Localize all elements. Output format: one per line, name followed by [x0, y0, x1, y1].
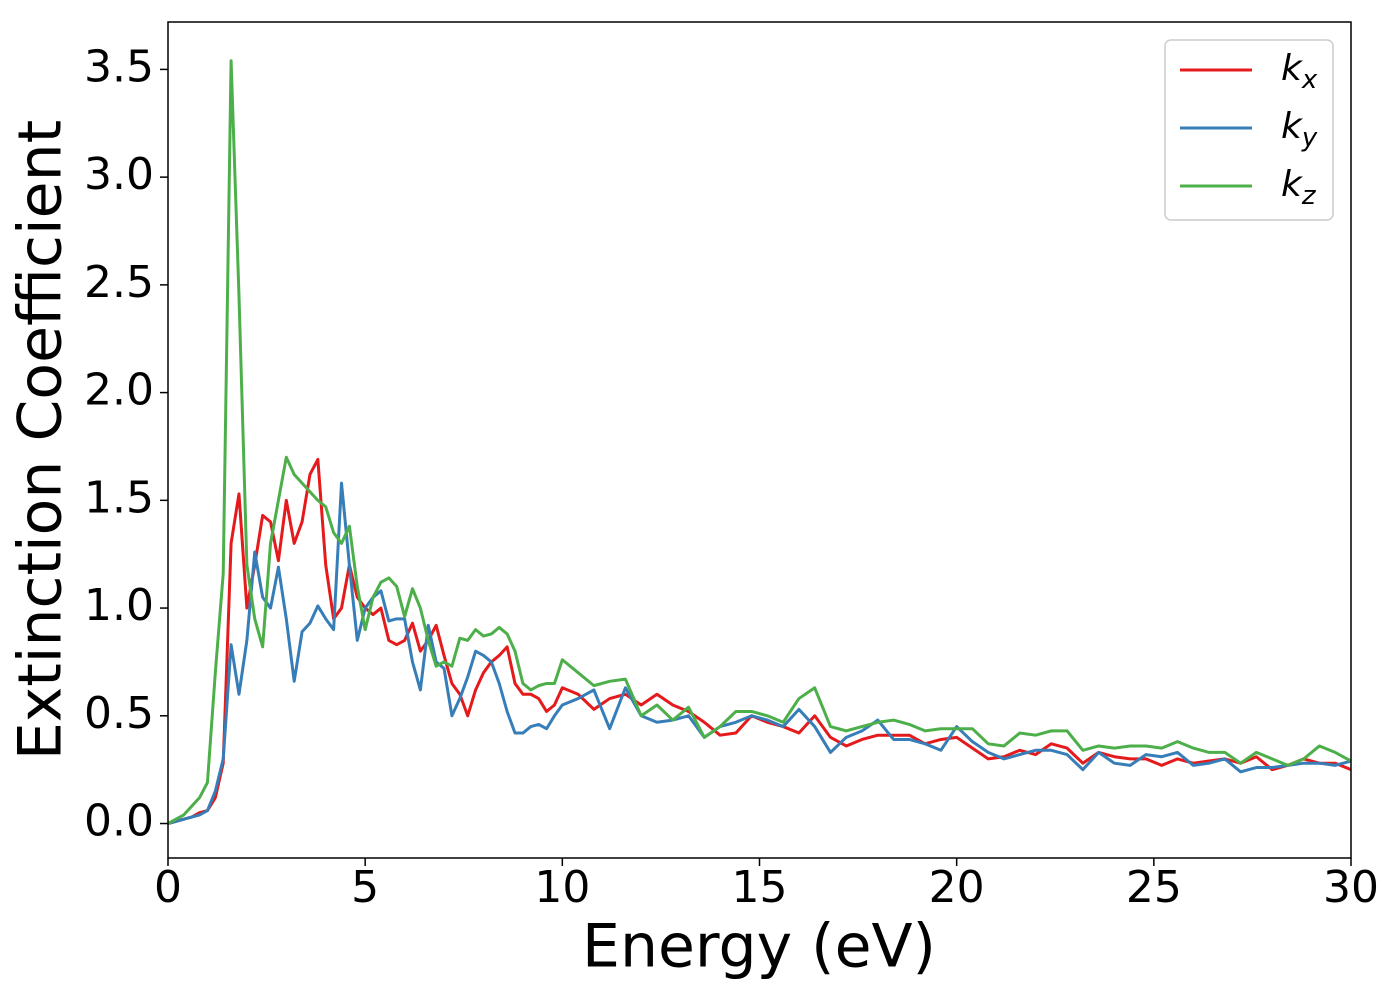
x-tick-label: 25 [1126, 862, 1182, 913]
x-tick-label: 5 [351, 862, 379, 913]
y-tick-label: 0.0 [84, 796, 154, 847]
x-tick-label: 20 [929, 862, 985, 913]
y-tick-label: 3.5 [84, 41, 154, 92]
x-tick-label: 0 [154, 862, 182, 913]
legend-label: ky [1281, 106, 1318, 153]
legend-box [1164, 39, 1334, 221]
y-tick-label: 2.0 [84, 365, 154, 416]
plot-frame [167, 21, 1352, 859]
x-tick-label: 30 [1323, 862, 1379, 913]
y-tick-label: 1.5 [84, 472, 154, 523]
x-tick-label: 15 [732, 862, 788, 913]
data-line [167, 481, 1352, 825]
data-line [167, 457, 1352, 825]
y-tick-label: 1.0 [84, 580, 154, 631]
data-line [167, 59, 1352, 825]
legend-label: kz [1281, 164, 1317, 211]
x-axis-label: Energy (eV) [582, 912, 936, 982]
x-tick-label: 10 [534, 862, 590, 913]
legend-label: kx [1281, 48, 1318, 95]
y-axis-label: Extinction Coefficient [6, 120, 76, 760]
y-tick-label: 2.5 [84, 257, 154, 308]
y-tick-label: 3.0 [84, 149, 154, 200]
y-tick-label: 0.5 [84, 688, 154, 739]
